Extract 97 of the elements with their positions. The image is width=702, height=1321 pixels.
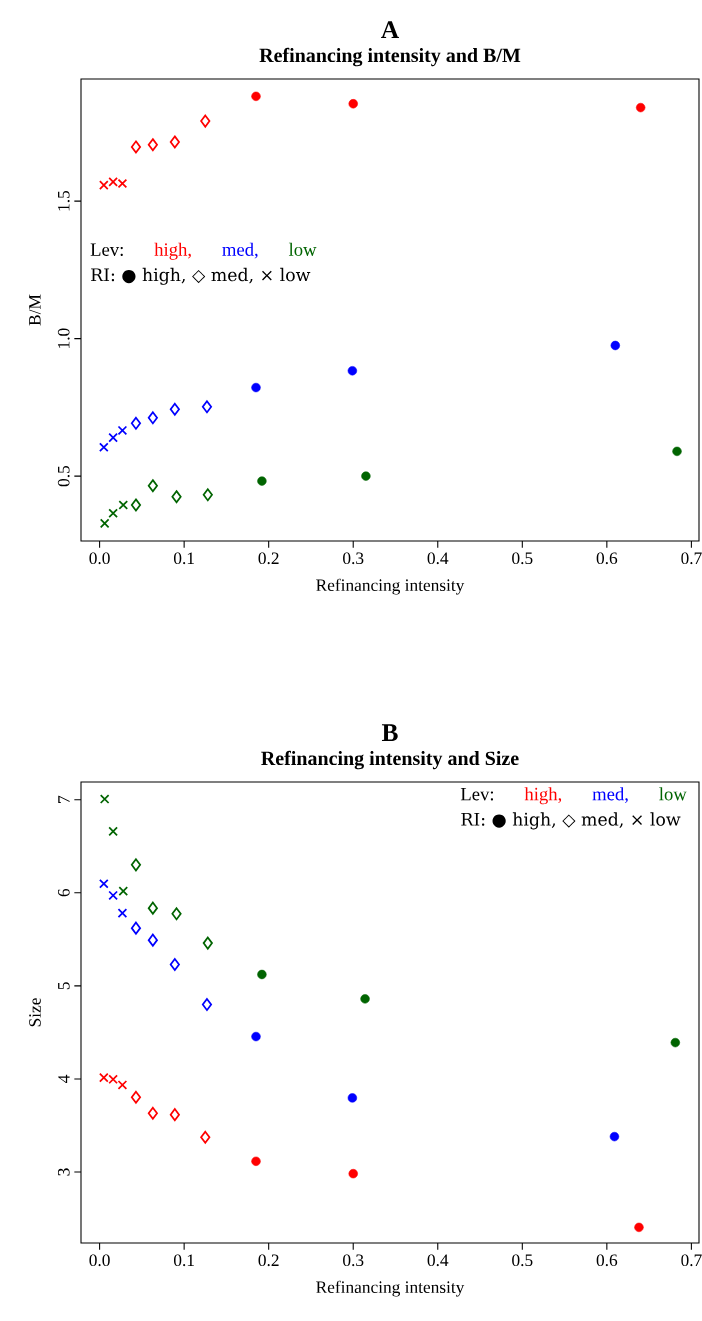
x-tick-label: 0.0 [89, 552, 110, 565]
x-tick-label: 0.2 [258, 1254, 279, 1267]
point [360, 994, 370, 1004]
x-tick-label: 0.1 [173, 1254, 194, 1267]
y-tick-label: 1.0 [57, 328, 70, 348]
point [108, 432, 118, 443]
y-tick-label: 5 [58, 982, 70, 990]
x-tick-label: 0.2 [258, 552, 279, 565]
annotation: RI: ● high, ◇ med, × low [461, 812, 681, 830]
point [672, 446, 682, 457]
point [609, 1131, 620, 1142]
y-tick-label: 0.5 [57, 465, 70, 487]
text: high, [154, 242, 191, 260]
y-tick-label: 7 [58, 795, 70, 803]
point [130, 140, 142, 154]
x-tick-label: 0.4 [427, 552, 449, 565]
point [130, 416, 142, 430]
point [130, 921, 142, 935]
point [201, 998, 213, 1012]
text: low [288, 242, 317, 256]
point [117, 1080, 128, 1090]
point [202, 488, 213, 502]
chart-subtitle: Refinancing intensity and B/M [259, 47, 521, 67]
x-tick-label: 0.3 [343, 1254, 364, 1267]
point [202, 936, 213, 950]
x-tick-label: 0.0 [89, 1254, 110, 1267]
point [169, 135, 180, 149]
point [169, 1108, 180, 1122]
text: med, [592, 787, 628, 804]
y-axis-title: B/M [29, 294, 41, 326]
point [361, 471, 371, 481]
point [108, 508, 118, 519]
point [117, 908, 128, 918]
point [670, 1037, 680, 1048]
point [348, 1169, 358, 1179]
annotation: RI: ● high, ◇ med, × low [91, 267, 311, 285]
point [169, 958, 180, 971]
point [147, 479, 158, 493]
point [130, 1090, 142, 1104]
legend-title: Lev: [460, 787, 494, 801]
y-tick-label: 4 [58, 1074, 70, 1083]
point [348, 99, 358, 109]
x-tick-label: 0.5 [512, 552, 533, 565]
point [251, 1156, 261, 1166]
text: low [659, 787, 687, 801]
point [200, 1130, 211, 1144]
point [99, 518, 110, 529]
point [171, 490, 182, 504]
x-tick-label: 0.5 [512, 1254, 533, 1267]
x-tick-label: 0.6 [596, 552, 618, 565]
point [257, 476, 267, 486]
text: med, [222, 242, 258, 259]
point [99, 442, 109, 453]
point [147, 933, 158, 947]
x-axis-title: Refinancing intensity [316, 1280, 465, 1297]
point [347, 1093, 358, 1103]
point [257, 969, 267, 980]
point [108, 890, 118, 901]
text: high, [524, 787, 562, 805]
legend-title: Lev: [90, 243, 123, 256]
x-tick-label: 0.7 [681, 1254, 702, 1267]
point [634, 1222, 644, 1233]
y-axis-title: Size [29, 998, 41, 1027]
point [171, 907, 182, 921]
point [251, 91, 261, 102]
x-tick-label: 0.6 [596, 1254, 618, 1267]
x-tick-label: 0.7 [681, 552, 702, 565]
point [347, 366, 358, 376]
y-tick-label: 1.5 [57, 190, 70, 211]
point [147, 138, 158, 152]
y-tick-label: 6 [57, 888, 70, 897]
x-tick-label: 0.4 [427, 1254, 449, 1267]
point [610, 340, 620, 351]
x-tick-label: 0.1 [173, 552, 194, 565]
point [251, 382, 261, 393]
point [99, 794, 110, 804]
x-tick-label: 0.3 [343, 552, 364, 565]
point [130, 858, 142, 872]
point [108, 826, 118, 837]
point [147, 1106, 158, 1120]
point [130, 498, 142, 512]
y-tick-label: 3 [57, 1168, 70, 1176]
point [201, 400, 213, 414]
x-axis-title: Refinancing intensity [316, 578, 465, 595]
point [635, 102, 646, 113]
point [118, 500, 129, 510]
chart-title: A [381, 21, 399, 38]
point [147, 901, 158, 915]
point [251, 1031, 261, 1042]
point [117, 425, 128, 436]
point [118, 886, 129, 896]
chart-subtitle: Refinancing intensity and Size [261, 750, 519, 770]
point [99, 878, 109, 889]
point [200, 114, 211, 128]
point [147, 411, 158, 425]
point [169, 402, 180, 416]
chart-title: B [381, 724, 398, 741]
